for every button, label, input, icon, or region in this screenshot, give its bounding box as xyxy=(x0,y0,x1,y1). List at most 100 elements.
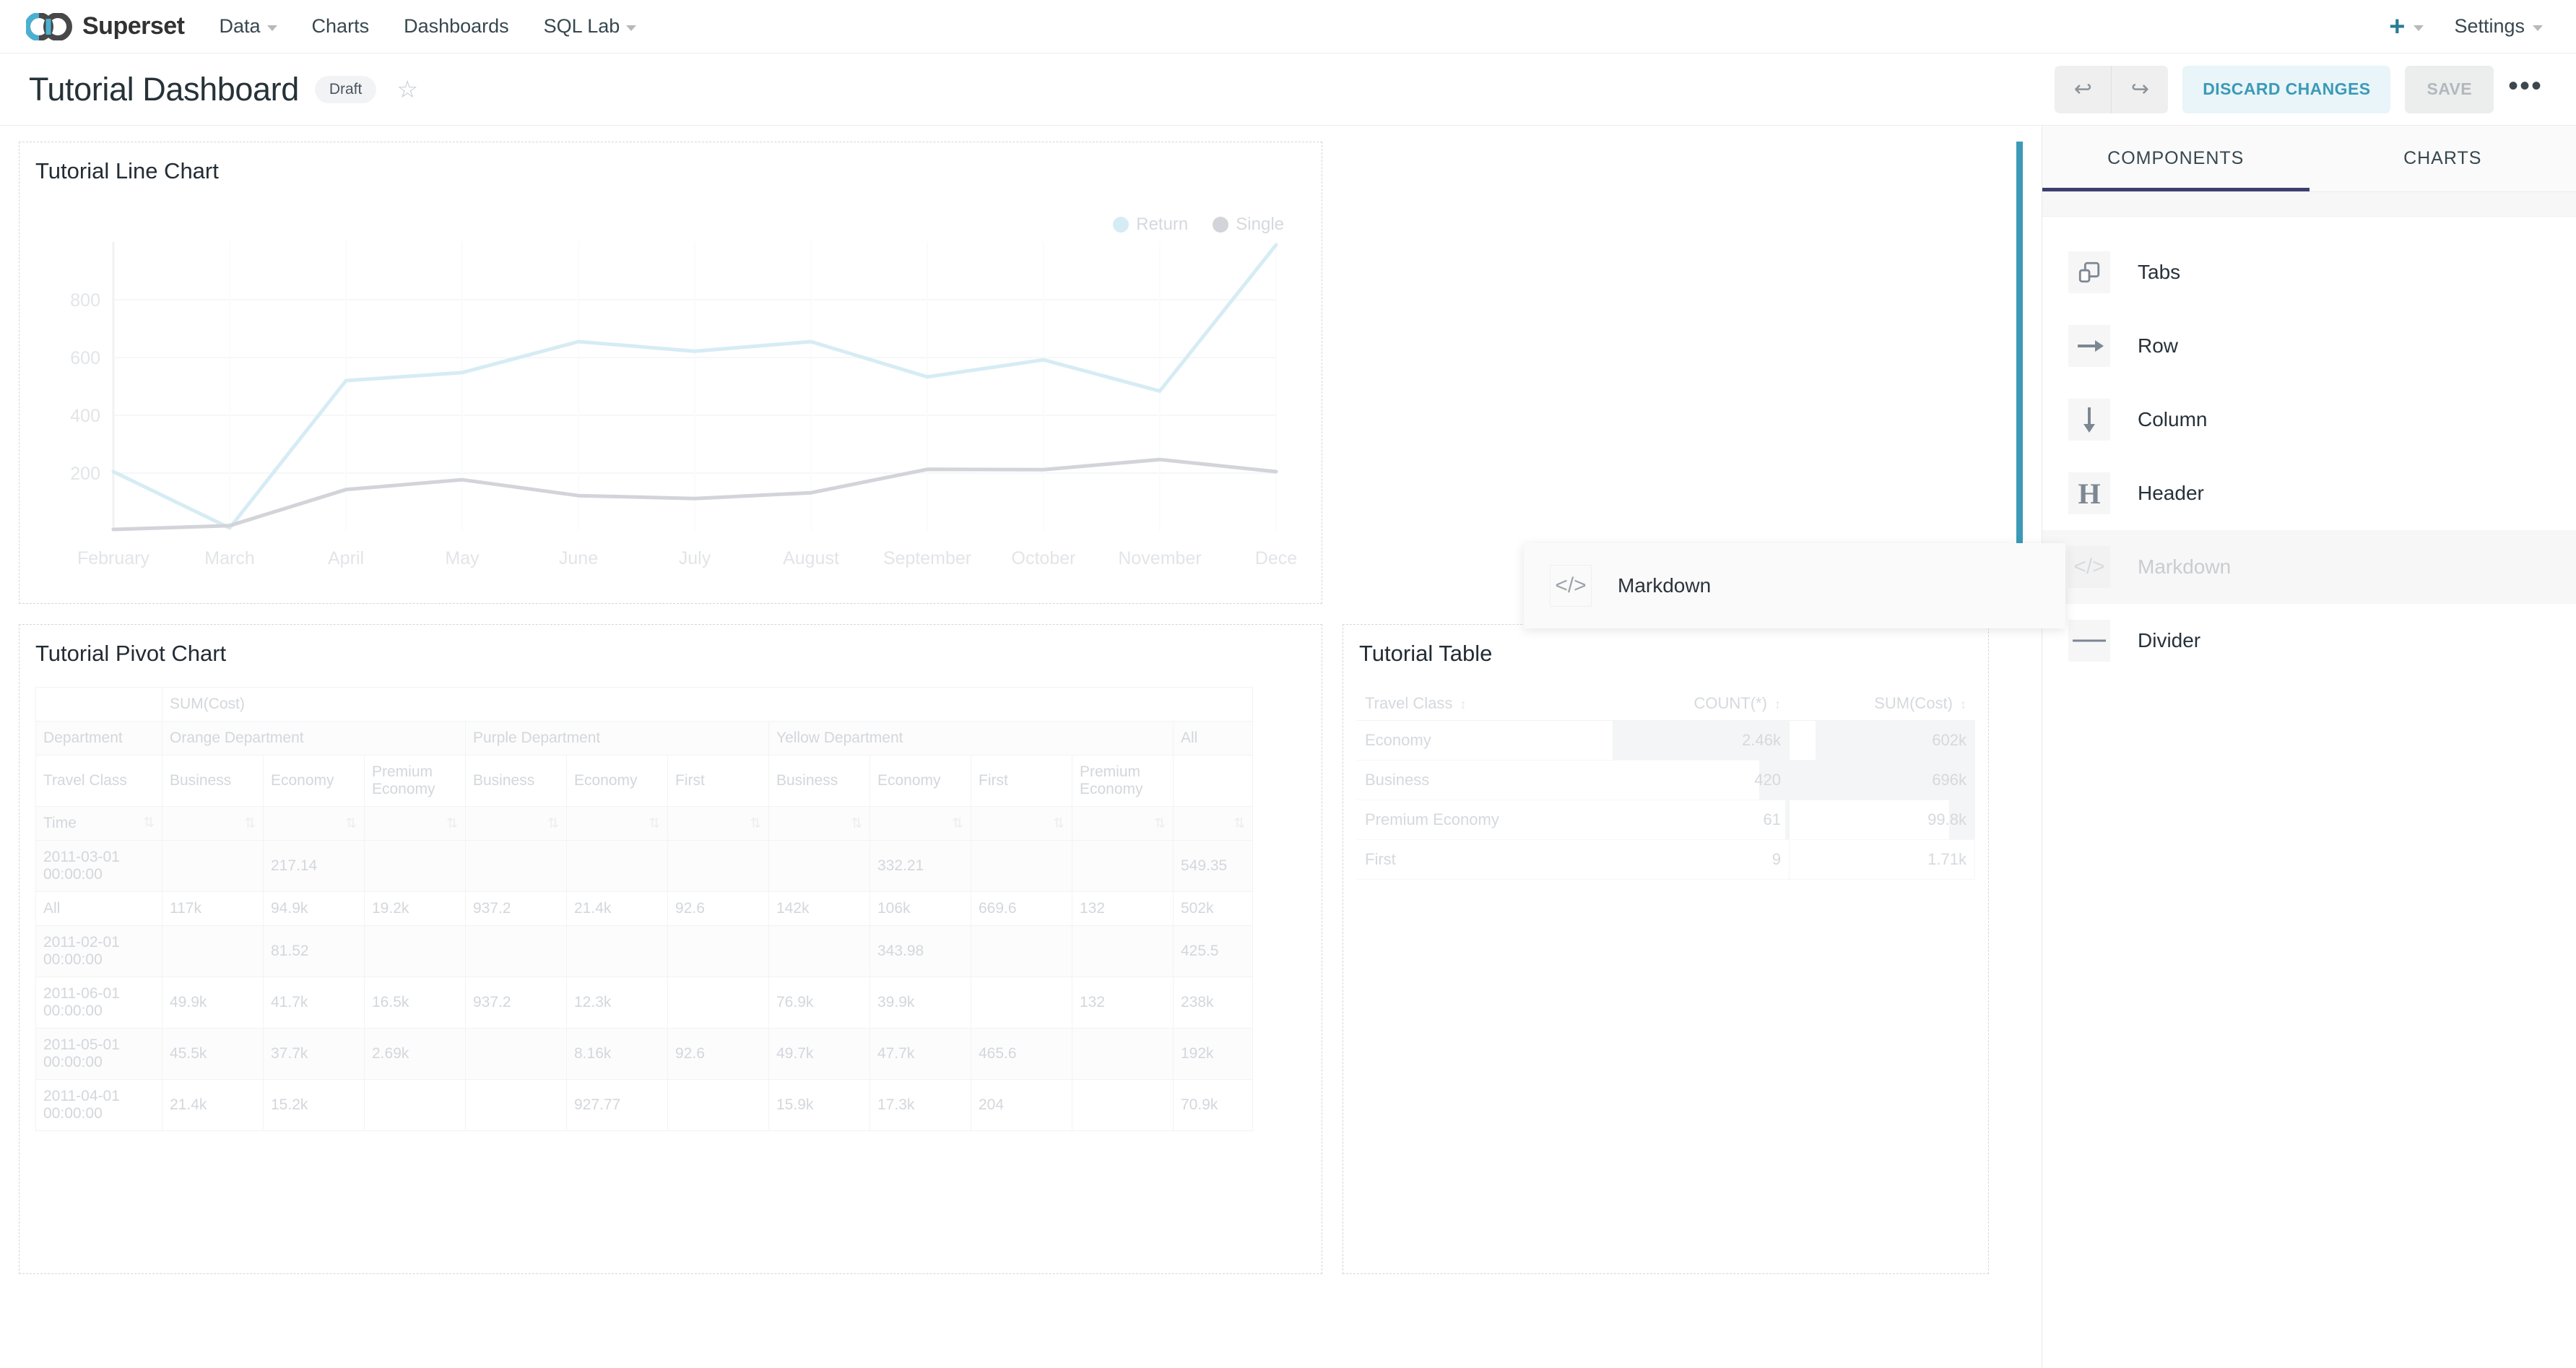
sidebar-item-tabs[interactable]: Tabs xyxy=(2042,235,2576,309)
pivot-sort-cell[interactable]: ⇅ xyxy=(971,806,1072,841)
sidebar-item-markdown[interactable]: </> Markdown xyxy=(2042,530,2576,604)
pivot-cell: 70.9k xyxy=(1173,1079,1253,1131)
pivot-cell: 37.7k xyxy=(263,1028,365,1080)
pivot-sort-cell[interactable]: ⇅ xyxy=(869,806,971,841)
pivot-sort-cell[interactable]: ⇅ xyxy=(566,806,668,841)
discard-changes-button[interactable]: DISCARD CHANGES xyxy=(2182,65,2391,113)
pivot-cell: 21.4k xyxy=(162,1079,264,1131)
pivot-cell: 19.2k xyxy=(364,891,466,926)
pivot-header-departments: Department Orange Department Purple Depart… xyxy=(35,721,1253,756)
chart-card-table[interactable]: Tutorial Table Travel Class ↕ COUNT(*) ↕ SUM… xyxy=(1343,624,1989,1274)
pivot-cell: 39.9k xyxy=(869,977,971,1029)
pivot-sort-cell[interactable]: ⇅ xyxy=(263,806,365,841)
chart-card-line[interactable]: Tutorial Line Chart Return Single 200 400… xyxy=(19,142,1322,604)
table-row: 2011-05-01 00:00:00 45.5k 37.7k 2.69k 8.16k 9… xyxy=(35,1028,1253,1080)
sort-updown-icon[interactable]: ⇅ xyxy=(1053,815,1064,831)
sort-updown-icon[interactable]: ↕ xyxy=(1774,697,1781,711)
column-header-count[interactable]: COUNT(*) ↕ xyxy=(1613,687,1790,721)
pivot-cell: 106k xyxy=(869,891,971,926)
sort-updown-icon[interactable]: ⇅ xyxy=(851,815,862,831)
tutorial-table[interactable]: Travel Class ↕ COUNT(*) ↕ SUM(Cost) ↕ Economy 2… xyxy=(1356,687,1975,880)
nav-item-sql-lab[interactable]: SQL Lab xyxy=(542,11,638,42)
undo-arrow-icon[interactable]: ↩ xyxy=(2073,77,2092,101)
sort-updown-icon[interactable]: ⇅ xyxy=(345,815,357,831)
svg-text:September: September xyxy=(883,548,971,568)
legend-item-return[interactable]: Return xyxy=(1113,215,1188,235)
pivot-table-scroll[interactable]: SUM(Cost) Department Orange Department Purp… xyxy=(19,667,1322,1131)
pivot-class-header: Premium Economy xyxy=(1072,755,1174,807)
sort-updown-icon[interactable]: ⇅ xyxy=(446,815,458,831)
line-chart[interactable]: Return Single 200 400 600 800 February March A… xyxy=(19,184,1322,589)
sidebar-item-row[interactable]: Row xyxy=(2042,309,2576,383)
brand[interactable]: Superset xyxy=(26,12,185,40)
pivot-sort-cell[interactable]: ⇅ xyxy=(768,806,870,841)
divider-line-icon xyxy=(2068,620,2110,662)
column-arrow-icon xyxy=(2068,399,2110,441)
pivot-header-time: Time ⇅ ⇅ ⇅ ⇅ ⇅ ⇅ ⇅ ⇅ ⇅ ⇅ ⇅ ⇅ xyxy=(35,806,1253,841)
dashboard-row-1: Tutorial Line Chart Return Single 200 400… xyxy=(19,142,2023,604)
page-title[interactable]: Tutorial Dashboard xyxy=(29,70,299,108)
pivot-time-label[interactable]: Time ⇅ xyxy=(35,806,162,841)
tab-components[interactable]: COMPONENTS xyxy=(2042,126,2310,191)
sidebar-item-column[interactable]: Column xyxy=(2042,383,2576,456)
pivot-class-header: First xyxy=(971,755,1072,807)
tab-charts[interactable]: CHARTS xyxy=(2403,148,2482,168)
star-outline-icon[interactable]: ☆ xyxy=(396,76,418,103)
pivot-sort-cell[interactable]: ⇅ xyxy=(364,806,466,841)
pivot-sort-cell[interactable]: ⇅ xyxy=(1173,806,1253,841)
pivot-cell: 92.6 xyxy=(667,891,769,926)
pivot-class-header: Business xyxy=(162,755,264,807)
sort-updown-icon[interactable]: ⇅ xyxy=(143,815,155,831)
pivot-cell xyxy=(1072,1028,1174,1080)
pivot-sort-cell[interactable]: ⇅ xyxy=(465,806,567,841)
pivot-cell: 502k xyxy=(1173,891,1253,926)
empty-drop-zone[interactable] xyxy=(1322,142,2023,604)
svg-text:May: May xyxy=(445,548,480,568)
pivot-table[interactable]: SUM(Cost) Department Orange Department Purp… xyxy=(35,687,1253,1131)
nav-item-dashboards[interactable]: Dashboards xyxy=(402,11,511,42)
sort-updown-icon[interactable]: ⇅ xyxy=(244,815,256,831)
sort-updown-icon[interactable]: ↕ xyxy=(1460,697,1467,711)
chart-card-pivot[interactable]: Tutorial Pivot Chart SUM(Cost) Department… xyxy=(19,624,1322,1274)
chevron-down-icon xyxy=(2533,25,2543,31)
settings-menu[interactable]: Settings xyxy=(2454,15,2543,38)
nav-right: + Settings xyxy=(2389,13,2543,40)
nav-item-data[interactable]: Data xyxy=(218,11,279,42)
save-button[interactable]: SAVE xyxy=(2405,65,2494,113)
sort-updown-icon[interactable]: ⇅ xyxy=(1154,815,1166,831)
nav-item-data-label: Data xyxy=(219,15,261,37)
sidebar-item-header[interactable]: H Header xyxy=(2042,456,2576,530)
drag-preview-markdown[interactable]: </> Markdown xyxy=(1524,543,2065,628)
column-header-travel-class[interactable]: Travel Class ↕ xyxy=(1356,687,1613,721)
table-row: Business 420 696k xyxy=(1356,760,1975,800)
pivot-cell xyxy=(465,840,567,892)
sort-updown-icon[interactable]: ⇅ xyxy=(547,815,559,831)
sort-updown-icon[interactable]: ⇅ xyxy=(952,815,963,831)
pivot-cell xyxy=(162,840,264,892)
nav-item-dashboards-label: Dashboards xyxy=(404,15,509,37)
table-row: Economy 2.46k 602k xyxy=(1356,720,1975,761)
pivot-sort-cell[interactable]: ⇅ xyxy=(162,806,264,841)
pivot-sort-cell[interactable]: ⇅ xyxy=(667,806,769,841)
legend-item-single[interactable]: Single xyxy=(1213,215,1284,235)
sort-updown-icon[interactable]: ⇅ xyxy=(750,815,761,831)
pivot-cell xyxy=(566,840,668,892)
column-header-sum-cost[interactable]: SUM(Cost) ↕ xyxy=(1789,687,1975,721)
more-options-icon[interactable]: ••• xyxy=(2507,69,2543,102)
pivot-cell: 8.16k xyxy=(566,1028,668,1080)
dashboard-header: Tutorial Dashboard Draft ☆ ↩ ↪ DISCARD C… xyxy=(0,53,2576,126)
pivot-row-time: All xyxy=(35,891,162,926)
nav-item-charts[interactable]: Charts xyxy=(311,11,371,42)
divider xyxy=(2111,65,2112,113)
sidebar-component-list: Tabs Row Column H Header </> Markdown Divider xyxy=(2042,217,2576,677)
redo-arrow-icon[interactable]: ↪ xyxy=(2130,77,2149,101)
sidebar-item-divider[interactable]: Divider xyxy=(2042,604,2576,677)
cell-sum-cost: 1.71k xyxy=(1789,839,1975,880)
sort-updown-icon[interactable]: ↕ xyxy=(1960,697,1966,711)
sort-updown-icon[interactable]: ⇅ xyxy=(649,815,660,831)
pivot-sort-cell[interactable]: ⇅ xyxy=(1072,806,1174,841)
sort-updown-icon[interactable]: ⇅ xyxy=(1233,815,1245,831)
pivot-cell xyxy=(1072,840,1174,892)
drop-position-indicator xyxy=(2016,142,2023,604)
new-item-button[interactable]: + xyxy=(2389,13,2424,40)
